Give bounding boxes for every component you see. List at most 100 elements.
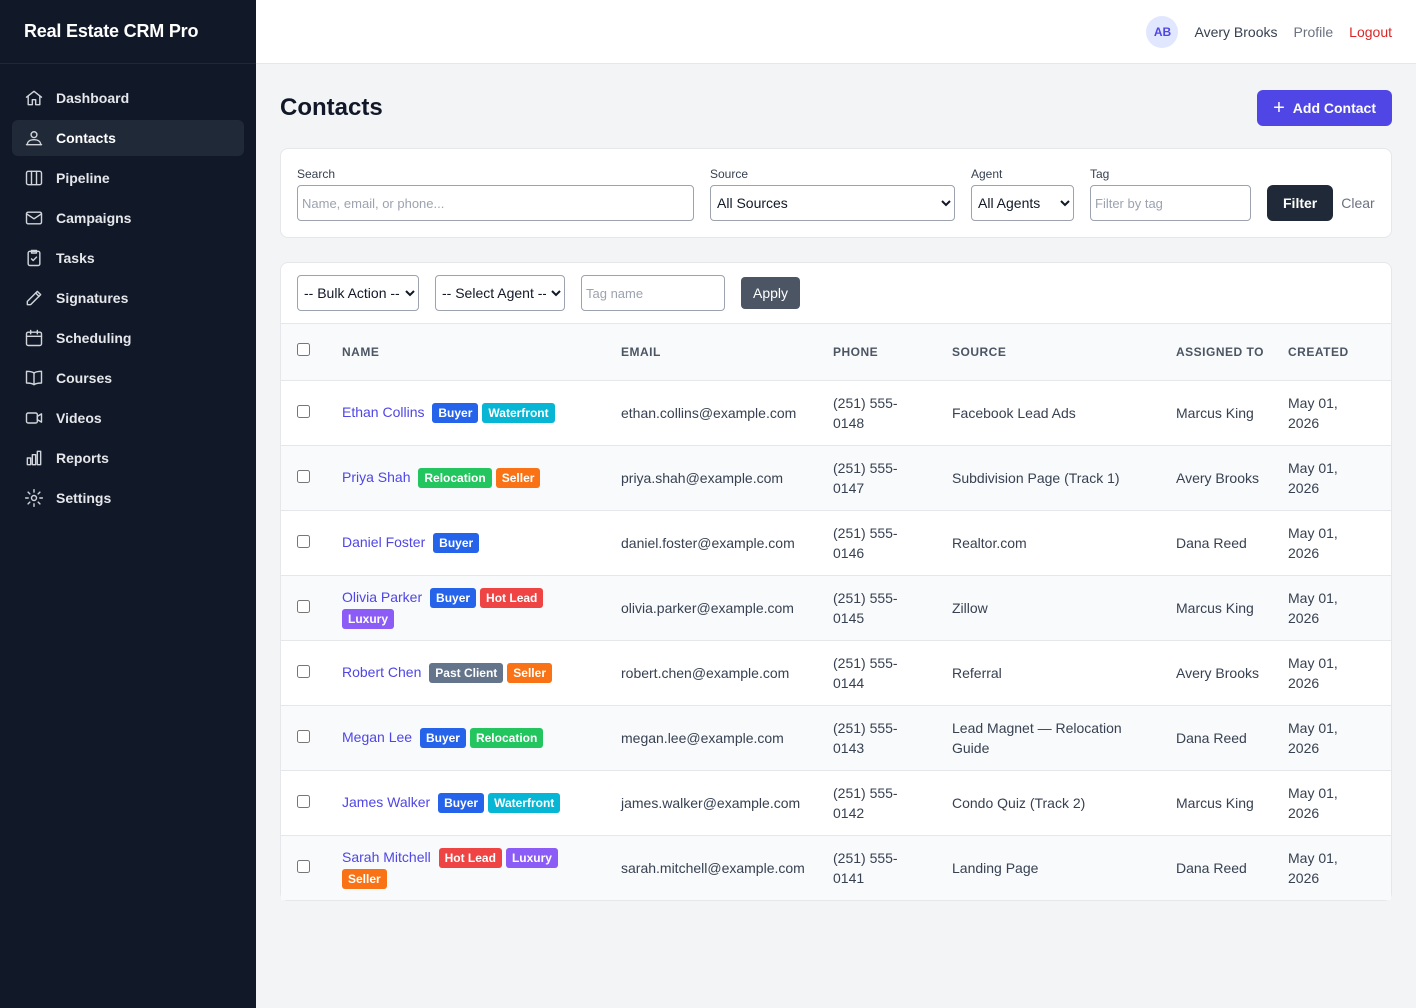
- bulk-action-select[interactable]: -- Bulk Action --: [297, 275, 419, 311]
- contact-name-link[interactable]: Priya Shah: [342, 469, 411, 485]
- sidebar-item-campaigns[interactable]: Campaigns: [12, 200, 244, 236]
- phone-cell: (251) 555-0148: [825, 380, 944, 446]
- filter-panel: Search Source All Sources Agent All Agen…: [280, 148, 1392, 238]
- email-cell: robert.chen@example.com: [613, 640, 825, 706]
- row-checkbox[interactable]: [297, 664, 310, 678]
- app-title: Real Estate CRM Pro: [0, 0, 256, 64]
- tag-badge: Waterfront: [488, 793, 561, 813]
- phone-cell: (251) 555-0146: [825, 510, 944, 576]
- contact-name-link[interactable]: Sarah Mitchell: [342, 848, 431, 865]
- sidebar-item-pipeline[interactable]: Pipeline: [12, 160, 244, 196]
- tag-badge: Luxury: [342, 608, 395, 629]
- bulk-action-bar: -- Bulk Action -- -- Select Agent -- App…: [281, 263, 1391, 324]
- filter-button[interactable]: Filter: [1267, 185, 1334, 221]
- column-header-email[interactable]: Email: [613, 324, 825, 381]
- table-row: Megan Lee Buyer Relocation megan.lee@examp…: [281, 705, 1391, 771]
- profile-link[interactable]: Profile: [1293, 23, 1334, 40]
- columns-icon: [25, 170, 43, 186]
- table-row: Sarah Mitchell Hot Lead Luxury Seller sarah…: [281, 835, 1391, 900]
- sidebar-item-signatures[interactable]: Signatures: [12, 280, 244, 316]
- sidebar-item-dashboard[interactable]: Dashboard: [12, 80, 244, 116]
- contact-name-link[interactable]: Daniel Foster: [342, 534, 426, 550]
- phone-cell: (251) 555-0143: [825, 705, 944, 771]
- user-name: Avery Brooks: [1194, 23, 1278, 40]
- created-cell: May 01, 2026: [1280, 575, 1391, 641]
- row-checkbox[interactable]: [297, 469, 310, 483]
- bulk-agent-select[interactable]: -- Select Agent --: [435, 275, 565, 311]
- created-cell: May 01, 2026: [1288, 849, 1338, 886]
- contact-name-link[interactable]: Megan Lee: [342, 729, 413, 745]
- tag-badge: Buyer: [438, 793, 485, 813]
- column-header-phone[interactable]: Phone: [825, 324, 944, 381]
- tag-badge: Relocation: [469, 728, 544, 748]
- sidebar-item-reports[interactable]: Reports: [12, 440, 244, 476]
- sidebar-item-scheduling[interactable]: Scheduling: [12, 320, 244, 356]
- source-cell: Lead Magnet — Relocation Guide: [944, 705, 1168, 771]
- avatar[interactable]: AB: [1146, 15, 1179, 48]
- sidebar-item-settings[interactable]: Settings: [12, 480, 244, 516]
- email-cell: priya.shah@example.com: [613, 445, 825, 511]
- logout-link[interactable]: Logout: [1349, 23, 1392, 40]
- sidebar-item-label: Campaigns: [56, 210, 132, 226]
- created-cell: May 01, 2026: [1280, 705, 1391, 771]
- contacts-table: Name Email Phone Source Assigned To Crea…: [281, 324, 1391, 900]
- source-label: Source: [710, 167, 749, 181]
- tag-badge: Past Client: [429, 663, 504, 683]
- column-header-source[interactable]: Source: [944, 324, 1168, 381]
- source-select[interactable]: All Sources: [710, 185, 955, 221]
- sidebar-item-label: Reports: [56, 450, 109, 466]
- row-checkbox[interactable]: [297, 794, 310, 808]
- email-cell: daniel.foster@example.com: [613, 510, 825, 576]
- tag-badge: Seller: [342, 868, 387, 889]
- select-all-checkbox[interactable]: [297, 343, 310, 357]
- table-row: Olivia Parker Buyer Hot Lead Luxury olivia.…: [281, 575, 1391, 641]
- tag-badge: Seller: [507, 663, 552, 683]
- assigned-cell: Marcus King: [1168, 575, 1280, 641]
- row-checkbox[interactable]: [297, 404, 310, 418]
- tag-badge: Buyer: [433, 533, 480, 553]
- phone-cell: (251) 555-0145: [825, 575, 944, 641]
- email-cell: megan.lee@example.com: [613, 705, 825, 771]
- apply-button[interactable]: Apply: [741, 277, 801, 309]
- source-cell: Realtor.com: [944, 510, 1168, 576]
- clear-link[interactable]: Clear: [1341, 195, 1375, 211]
- email-cell: sarah.mitchell@example.com: [621, 859, 805, 876]
- column-header-created[interactable]: Created: [1280, 324, 1391, 381]
- row-checkbox[interactable]: [297, 729, 310, 743]
- agent-label: Agent: [971, 167, 1003, 181]
- row-checkbox[interactable]: [297, 534, 310, 548]
- source-cell: Referral: [944, 640, 1168, 706]
- assigned-cell: Marcus King: [1168, 770, 1280, 836]
- search-input[interactable]: [297, 185, 694, 221]
- agent-select[interactable]: All Agents: [971, 185, 1074, 221]
- calendar-icon: [25, 329, 43, 347]
- row-checkbox[interactable]: [297, 599, 310, 613]
- contact-name-link[interactable]: Olivia Parker: [342, 588, 423, 605]
- tag-badge: Buyer: [430, 587, 477, 608]
- source-cell: Zillow: [944, 575, 1168, 641]
- contact-name-link[interactable]: Robert Chen: [342, 664, 422, 680]
- main-content: Contacts + Add Contact Search Source All…: [256, 64, 1416, 1008]
- pen-icon: [26, 290, 42, 306]
- bar-chart-icon: [26, 450, 42, 466]
- sidebar-item-videos[interactable]: Videos: [12, 400, 244, 436]
- phone-cell: (251) 555-0144: [825, 640, 944, 706]
- column-header-assigned[interactable]: Assigned To: [1168, 324, 1280, 381]
- created-cell: May 01, 2026: [1280, 380, 1391, 446]
- sidebar-item-contacts[interactable]: Contacts: [12, 120, 244, 156]
- contact-name-link[interactable]: James Walker: [342, 794, 431, 810]
- bulk-tag-input[interactable]: [581, 275, 725, 311]
- column-header-name[interactable]: Name: [326, 324, 613, 381]
- sidebar-item-tasks[interactable]: Tasks: [12, 240, 244, 276]
- add-contact-button[interactable]: + Add Contact: [1257, 90, 1392, 126]
- sidebar-item-courses[interactable]: Courses: [12, 360, 244, 396]
- tag-filter-input[interactable]: [1090, 185, 1251, 221]
- tag-badge: Hot Lead: [480, 587, 544, 608]
- sidebar-item-label: Pipeline: [56, 170, 110, 186]
- table-row: Daniel Foster Buyer daniel.foster@example…: [281, 510, 1391, 576]
- contact-name-link[interactable]: Ethan Collins: [342, 404, 425, 420]
- users-icon: [25, 131, 43, 146]
- plus-icon: +: [1273, 97, 1285, 119]
- created-cell: May 01, 2026: [1280, 640, 1391, 706]
- row-checkbox[interactable]: [297, 859, 310, 873]
